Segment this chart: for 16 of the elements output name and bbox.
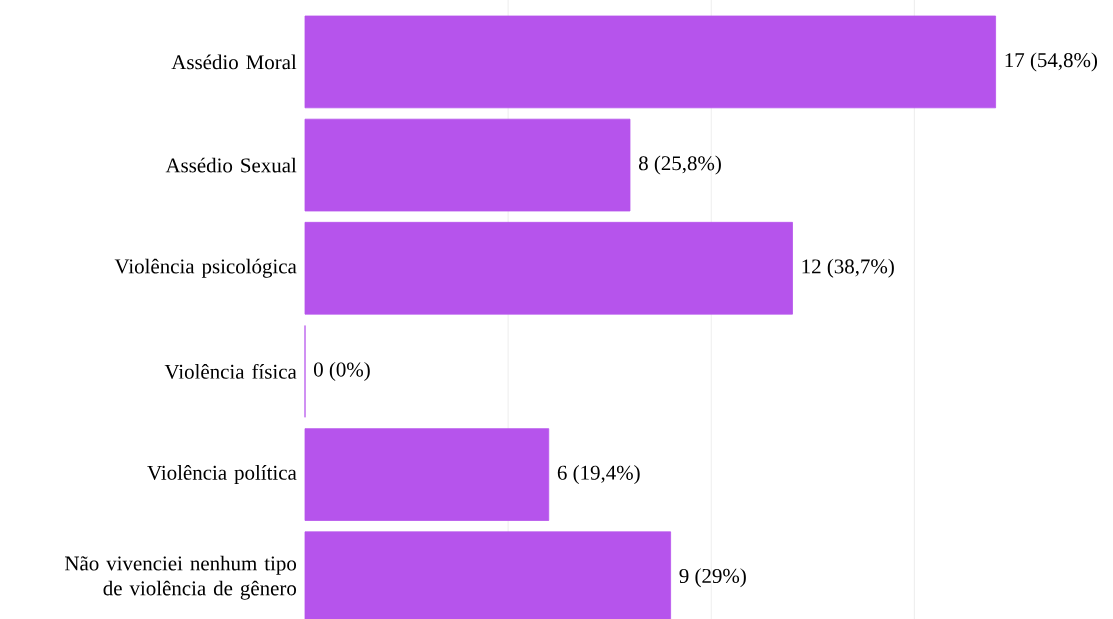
bar xyxy=(304,118,631,212)
bar xyxy=(304,428,550,521)
data-label: 6 (19,4%) xyxy=(557,465,640,485)
y-tick-label: Violência psicológica xyxy=(114,258,297,278)
data-label: 8 (25,8%) xyxy=(638,155,721,175)
data-label: 0 (0%) xyxy=(313,361,370,381)
y-tick-label: Violência política xyxy=(147,465,297,485)
y-tick-label: Assédio Sexual xyxy=(165,157,297,173)
data-label: 12 (38,7%) xyxy=(802,258,894,278)
bar xyxy=(304,15,997,109)
data-label: 9 (29%) xyxy=(679,568,746,588)
data-label: 17 (54,8%) xyxy=(1005,52,1097,72)
bar xyxy=(304,221,793,315)
y-tick-label: Não vivenciei nenhum tipo de violência de gênero xyxy=(65,555,297,600)
y-tick-label: Violência física xyxy=(164,363,297,379)
y-tick-label: Assédio Moral xyxy=(171,54,297,70)
